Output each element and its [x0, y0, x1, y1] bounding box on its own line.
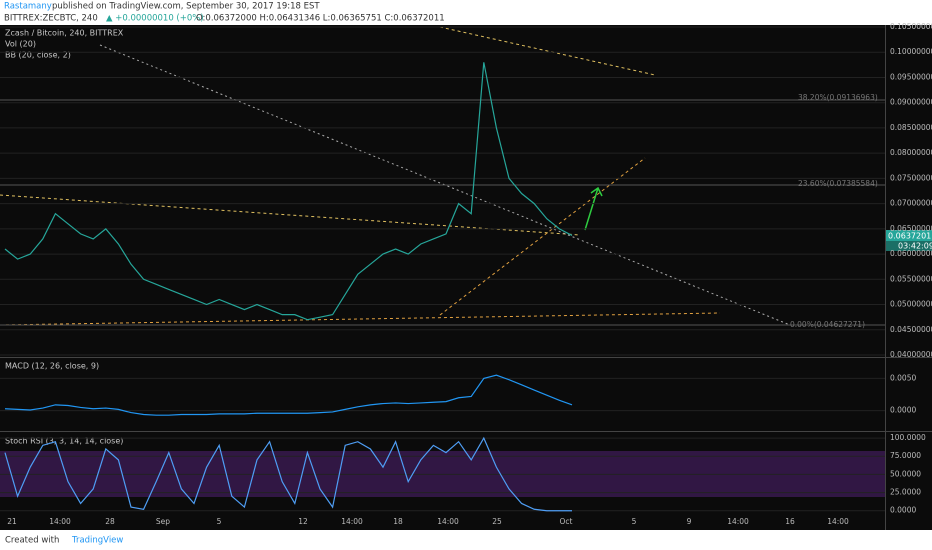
change: ▲ +0.00000010 (+0%): [106, 14, 204, 24]
arrow: [584, 186, 603, 231]
y-tick-label: 0.0050: [890, 373, 916, 382]
countdown-badge: [886, 241, 932, 251]
footer-text: Created with: [5, 536, 59, 546]
y-tick-label: 0.04000000: [890, 350, 932, 359]
x-tick-label: 18: [393, 517, 403, 526]
pane-title: Stoch RSI (3, 3, 14, 14, close): [5, 437, 123, 446]
pane-title: Zcash / Bitcoin, 240, BITTREX: [5, 29, 124, 38]
trendline: [439, 26, 656, 76]
price-label: 0.06372011: [888, 232, 932, 241]
footer-bg: [0, 530, 932, 550]
x-tick-label: 14:00: [827, 517, 849, 526]
y-tick-label: 0.04500000: [890, 325, 932, 334]
series-line: [4, 62, 573, 321]
y-tick-label: 0.10000000: [890, 47, 932, 56]
x-tick-label: 25: [492, 517, 502, 526]
y-tick-label: 0.06500000: [890, 224, 932, 233]
y-tick-label: 0.08500000: [890, 123, 932, 132]
y-tick-label: 0.07000000: [890, 199, 932, 208]
pane-title: MACD (12, 26, close, 9): [5, 362, 99, 371]
y-tick-label: 0.10500000: [890, 22, 932, 31]
trendline: [439, 157, 646, 316]
y-tick-label: 0.05000000: [890, 300, 932, 309]
footer-brand[interactable]: TradingView: [71, 536, 123, 546]
series-line: [4, 436, 572, 512]
x-tick-label: 5: [217, 517, 222, 526]
y-tick-label: 0.09500000: [890, 72, 932, 81]
x-axis: 21 14:00 28 Sep 5 12 14:00 18 14:00 25 O…: [7, 517, 849, 526]
x-tick-label: Sep: [156, 517, 170, 526]
fib-label: 23.60%(0.07385584): [798, 179, 878, 188]
trendline: [99, 44, 791, 326]
price-badge: [886, 230, 932, 241]
x-tick-label: 14:00: [437, 517, 459, 526]
y-tick-label: 50.0000: [890, 469, 921, 478]
author[interactable]: Rastamany: [4, 2, 52, 12]
x-tick-label: 16: [785, 517, 795, 526]
y-tick-label: 0.09000000: [890, 98, 932, 107]
y-tick-label: 0.0000: [890, 506, 916, 515]
y-tick-label: 0.06000000: [890, 249, 932, 258]
y-tick-label: 0.08000000: [890, 148, 932, 157]
x-tick-label: 14:00: [49, 517, 71, 526]
countdown: 03:42:09: [898, 242, 932, 251]
legend: BB (20, close, 2): [5, 51, 71, 60]
trendline: [0, 312, 721, 326]
x-tick-label: 21: [7, 517, 17, 526]
x-tick-label: 28: [105, 517, 115, 526]
ohlc: O:0.06372000 H:0.06431346 L:0.06365751 C…: [196, 14, 445, 24]
y-tick-label: 0.05500000: [890, 274, 932, 283]
series-line: [4, 374, 573, 416]
x-tick-label: 12: [298, 517, 308, 526]
published: published on TradingView.com, September …: [52, 2, 320, 12]
fib-label: 0.00%(0.04627271): [790, 320, 865, 329]
x-tick-label: Oct: [560, 517, 573, 526]
x-tick-label: 5: [632, 517, 637, 526]
y-tick-label: 25.0000: [890, 488, 921, 497]
fib-label: 38.20%(0.09136963): [798, 93, 878, 102]
x-tick-label: 14:00: [341, 517, 363, 526]
chart-bg: [0, 25, 932, 530]
y-tick-label: 75.0000: [890, 451, 921, 460]
y-tick-label: 0.0000: [890, 406, 916, 415]
trendline: [0, 194, 581, 236]
x-tick-label: 14:00: [727, 517, 749, 526]
x-tick-label: 9: [687, 517, 692, 526]
symbol: BITTREX:ZECBTC, 240: [4, 14, 98, 24]
y-tick-label: 0.07500000: [890, 173, 932, 182]
legend: Vol (20): [5, 40, 36, 49]
header-bg: [0, 0, 932, 25]
y-tick-label: 100.0000: [890, 433, 926, 442]
